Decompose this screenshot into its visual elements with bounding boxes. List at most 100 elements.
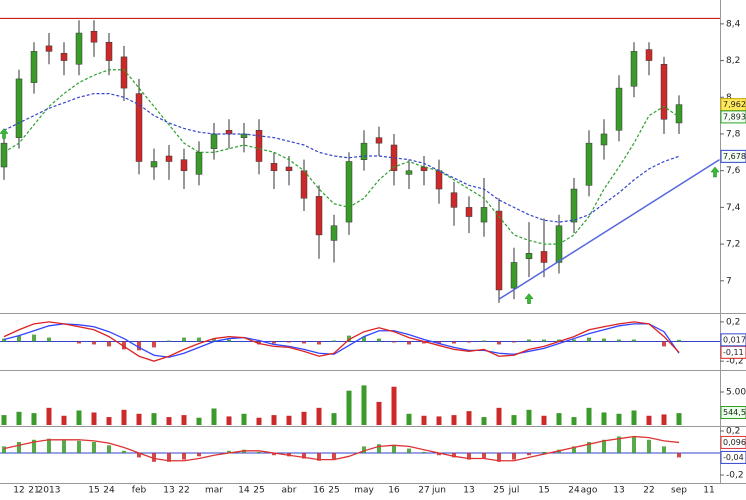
candle-body — [525, 253, 533, 260]
histogram-bar — [617, 339, 621, 342]
volume-bar — [586, 407, 592, 425]
histogram-bar — [617, 436, 621, 454]
volume-bar — [271, 415, 277, 425]
volume-bar — [151, 413, 157, 425]
histogram-bar — [107, 341, 111, 347]
volume-bar — [376, 401, 382, 425]
x-tick-label: 12 — [13, 486, 24, 496]
ma-label-box — [720, 110, 746, 124]
candle-body — [180, 159, 188, 171]
candle-body — [420, 166, 428, 171]
histogram-bar — [227, 450, 231, 454]
volume-bar — [121, 409, 127, 425]
histogram-bar — [407, 341, 411, 345]
histogram-bar — [362, 336, 366, 342]
histogram-bar — [32, 334, 36, 342]
x-tick-label: 22 — [643, 486, 654, 496]
volume-bar — [106, 417, 112, 425]
histogram-bar — [287, 341, 291, 343]
x-tick-label: ago — [581, 486, 598, 496]
y-tick-label: -0,2 — [726, 357, 744, 367]
histogram-bar — [212, 338, 216, 342]
histogram-bar — [587, 441, 591, 454]
trend-line — [498, 159, 720, 300]
x-tick-label: jul — [508, 486, 520, 496]
histogram-bar — [467, 453, 471, 460]
indicator-line — [3, 435, 680, 462]
volume-bar — [616, 413, 622, 425]
histogram-bar — [17, 335, 21, 342]
x-tick-label: 22 — [178, 486, 189, 496]
histogram-bar — [482, 453, 486, 459]
histogram-bar — [512, 453, 516, 460]
x-tick-label: 25 — [493, 486, 504, 496]
candle-body — [615, 87, 623, 131]
candle-body — [300, 170, 308, 199]
x-tick-label: 11 — [703, 486, 714, 496]
candle-body — [645, 49, 653, 61]
moving-average — [3, 69, 680, 245]
candle-body — [660, 63, 668, 120]
y-tick-label: 7,8 — [726, 129, 741, 139]
volume-bar — [256, 417, 262, 425]
histogram-bar — [17, 441, 21, 454]
histogram-bar — [422, 341, 426, 344]
indicator-line — [3, 321, 680, 362]
candle-body — [45, 45, 53, 52]
histogram-bar — [572, 339, 576, 342]
volume-bar — [166, 417, 172, 425]
candle-body — [30, 51, 38, 83]
volume-bar — [241, 413, 247, 425]
histogram-bar — [227, 339, 231, 342]
y-tick-label: 7,6 — [726, 166, 741, 176]
moving-average — [3, 93, 680, 223]
histogram-bar — [107, 445, 111, 454]
histogram-bar — [572, 446, 576, 454]
histogram-bar — [542, 451, 546, 454]
histogram-bar — [257, 451, 261, 454]
histogram-bar — [47, 337, 51, 342]
histogram-bar — [47, 438, 51, 454]
volume-bar — [406, 413, 412, 425]
candle-body — [0, 142, 8, 168]
histogram-bar — [152, 453, 156, 462]
histogram-bar — [272, 341, 276, 344]
histogram-bar — [2, 338, 6, 342]
histogram-label: 0,017 — [723, 335, 746, 344]
histogram-bar — [137, 341, 141, 351]
histogram-bar — [167, 453, 171, 462]
histogram-bar — [182, 337, 186, 342]
histogram-bar — [437, 341, 441, 344]
volume-bar — [331, 413, 337, 425]
histogram-bar — [452, 453, 456, 458]
histogram-bar — [497, 341, 501, 345]
histogram-bar — [197, 453, 201, 457]
histogram-bar — [437, 453, 441, 456]
candle-body — [585, 142, 593, 186]
x-tick-label: 24 — [103, 486, 115, 496]
x-tick-label: 16 — [313, 486, 325, 496]
candle-body — [165, 155, 173, 162]
histogram-bar — [317, 341, 321, 345]
volume-bar — [496, 407, 502, 425]
histogram-bar — [662, 446, 666, 454]
candle-body — [330, 225, 338, 241]
histogram-bar — [527, 339, 531, 342]
volume-bar — [46, 407, 52, 425]
volume-bar — [451, 415, 457, 425]
x-tick-label: 27 — [418, 486, 429, 496]
candle-body — [285, 166, 293, 171]
ma-label: 7,678 — [723, 152, 746, 161]
x-tick-label: sep — [671, 486, 687, 496]
candle-body — [405, 170, 413, 175]
candle-body — [675, 104, 683, 124]
volume-bar — [556, 413, 562, 425]
volume-bar — [481, 417, 487, 425]
histogram-bar — [557, 339, 561, 342]
x-tick-label: 2013 — [38, 486, 61, 496]
y-tick-label: 8 — [726, 93, 732, 103]
histogram-bar — [302, 453, 306, 459]
candle-body — [135, 93, 143, 162]
volume-bar — [181, 415, 187, 425]
histogram-bar — [332, 453, 336, 460]
